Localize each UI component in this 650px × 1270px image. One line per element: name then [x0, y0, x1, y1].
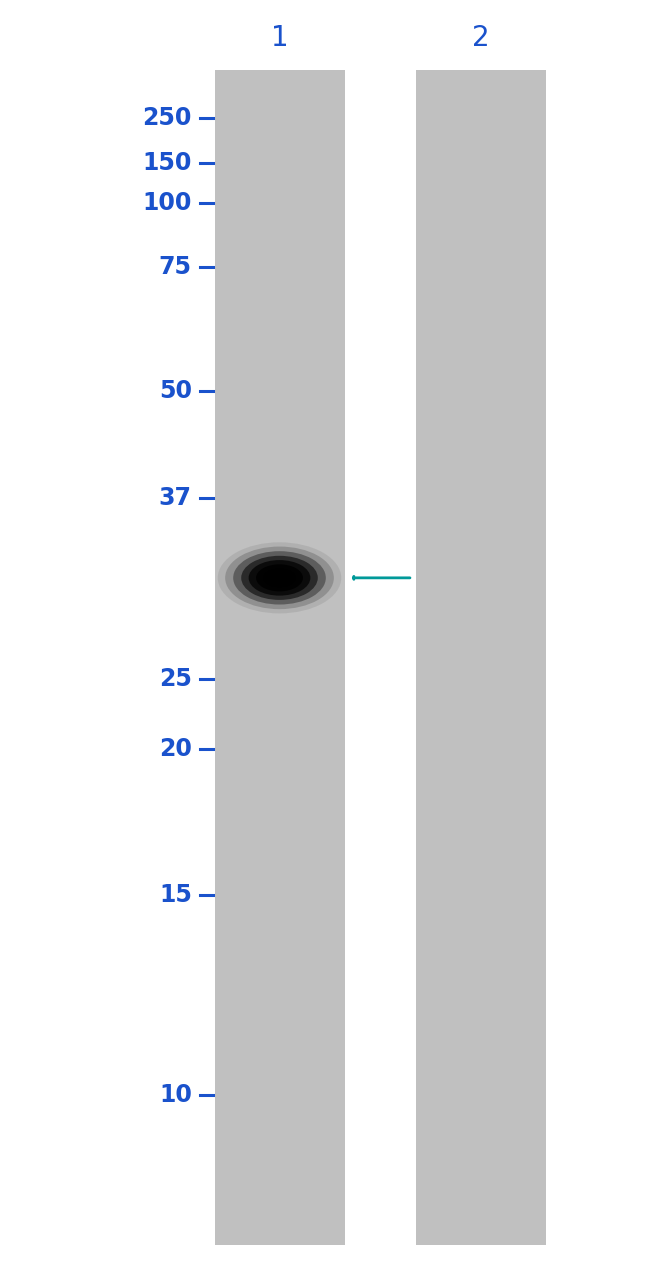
Ellipse shape: [233, 551, 326, 605]
Text: 15: 15: [159, 884, 192, 907]
Text: 100: 100: [142, 192, 192, 215]
Text: 2: 2: [472, 24, 490, 52]
Ellipse shape: [241, 556, 318, 599]
Ellipse shape: [256, 564, 303, 592]
Text: 10: 10: [159, 1083, 192, 1106]
Ellipse shape: [218, 542, 341, 613]
Ellipse shape: [263, 569, 296, 587]
Bar: [416, 70, 546, 1245]
Text: 25: 25: [159, 668, 192, 691]
Text: 75: 75: [159, 255, 192, 278]
Text: 150: 150: [142, 151, 192, 174]
Text: 20: 20: [159, 738, 192, 761]
Text: 1: 1: [270, 24, 289, 52]
Bar: [214, 70, 344, 1245]
Text: 50: 50: [159, 380, 192, 403]
Ellipse shape: [248, 560, 311, 596]
Text: 250: 250: [142, 107, 192, 130]
Ellipse shape: [225, 546, 334, 610]
Text: 37: 37: [159, 486, 192, 509]
